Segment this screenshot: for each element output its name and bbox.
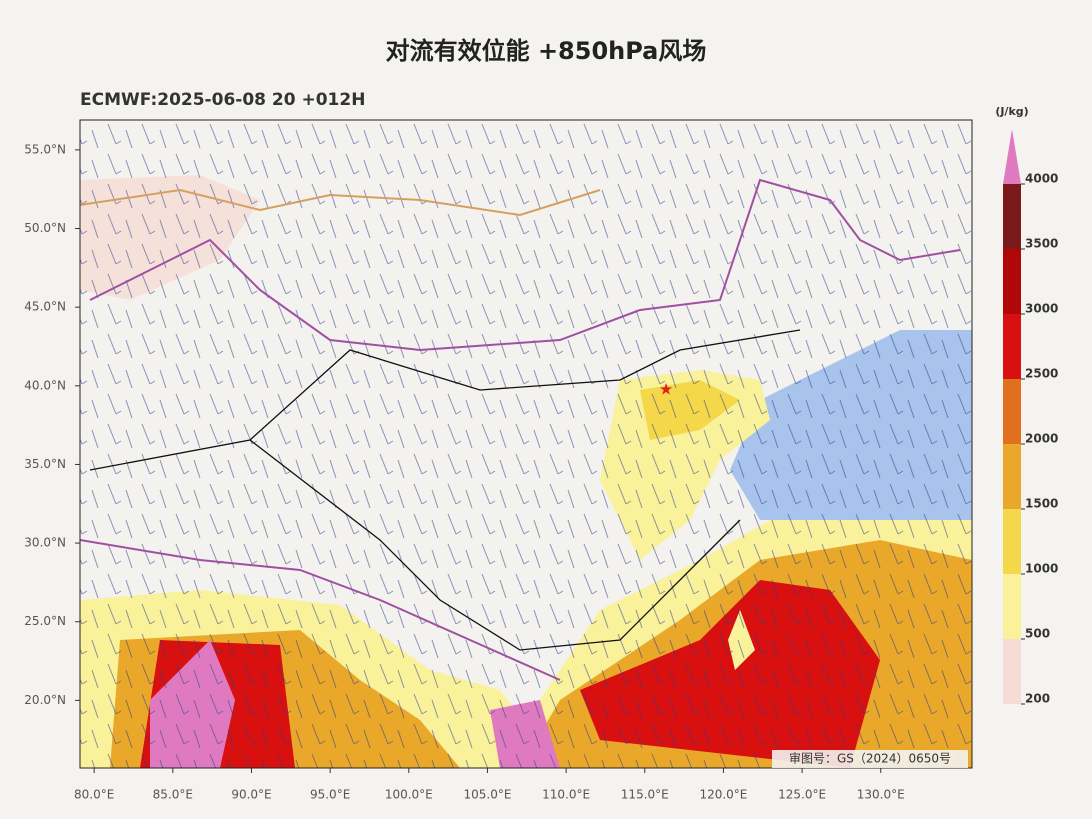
- colorbar-segment: [1003, 509, 1021, 574]
- colorbar-segment: [1003, 639, 1021, 704]
- map-layers: ★: [80, 120, 972, 768]
- y-tick-label: 40.0°N: [24, 378, 66, 392]
- colorbar-label: 4000: [1025, 172, 1058, 186]
- colorbar-label: 1500: [1025, 497, 1058, 511]
- x-tick-label: 90.0°E: [231, 788, 271, 802]
- x-tick-label: 95.0°E: [310, 788, 350, 802]
- y-tick-label: 55.0°N: [24, 142, 66, 156]
- label-bg: [772, 750, 968, 768]
- x-tick-label: 120.0°E: [699, 788, 747, 802]
- y-tick-label: 25.0°N: [24, 614, 66, 628]
- border: [80, 188, 601, 217]
- border: [80, 539, 561, 681]
- colorbar-label: 3500: [1025, 237, 1058, 251]
- colorbar-label: 200: [1025, 692, 1050, 706]
- colorbar-segment: [1003, 314, 1021, 379]
- x-tick-label: 100.0°E: [385, 788, 433, 802]
- colorbar-segment: [1003, 184, 1021, 249]
- colorbar-label: 2500: [1025, 367, 1058, 381]
- x-tick-label: 130.0°E: [857, 788, 905, 802]
- plot-frame: [79, 119, 973, 769]
- border: [89, 178, 961, 352]
- colorbar-segment: [1003, 574, 1021, 639]
- capital-marker: ★: [659, 380, 673, 399]
- colorbar-extend: [1003, 129, 1021, 184]
- colorbar-unit: (J/kg): [995, 105, 1028, 118]
- x-tick-label: 80.0°E: [74, 788, 114, 802]
- y-tick-label: 20.0°N: [24, 693, 66, 707]
- colorbar-segment: [1003, 444, 1021, 509]
- x-tick-label: 125.0°E: [778, 788, 826, 802]
- x-tick-label: 105.0°E: [463, 788, 511, 802]
- wind-barbs: [80, 120, 972, 768]
- colorbar-segment: [1003, 379, 1021, 444]
- colorbar-label: 2000: [1025, 432, 1058, 446]
- y-tick-label: 35.0°N: [24, 457, 66, 471]
- y-tick-label: 30.0°N: [24, 536, 66, 550]
- title: 对流有效位能 +850hPa风场: [386, 37, 707, 65]
- x-tick-label: 115.0°E: [621, 788, 669, 802]
- x-tick-label: 85.0°E: [153, 788, 193, 802]
- x-tick-label: 110.0°E: [542, 788, 590, 802]
- province-border: [89, 329, 801, 651]
- colorbar-segment: [1003, 249, 1021, 314]
- colorbar-label: 1000: [1025, 562, 1058, 576]
- y-tick-label: 45.0°N: [24, 300, 66, 314]
- review-number: 审图号：GS（2024）0650号: [789, 751, 951, 766]
- y-tick-label: 50.0°N: [24, 221, 66, 235]
- subtitle: ECMWF:2025-06-08 20 +012H: [80, 90, 365, 110]
- colorbar-label: 3000: [1025, 302, 1058, 316]
- colorbar-label: 500: [1025, 627, 1050, 641]
